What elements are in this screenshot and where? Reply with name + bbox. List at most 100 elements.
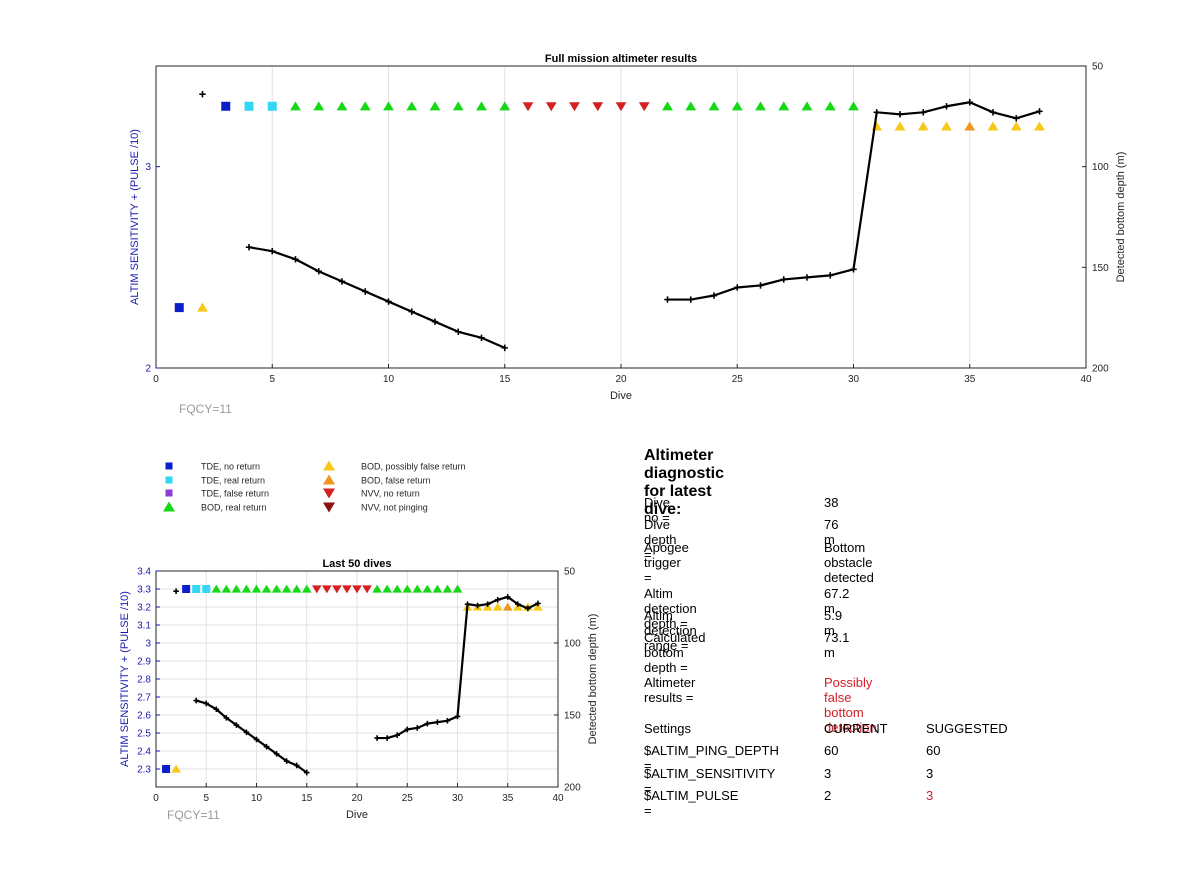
ping-depth-suggested: 60 — [926, 743, 941, 758]
calculated-bottom-depth-value: 73.1 m — [824, 630, 850, 660]
depth-point — [315, 268, 322, 275]
legend-label: BOD, real return — [201, 503, 267, 513]
legend-label: BOD, possibly false return — [361, 462, 466, 472]
depth-point — [454, 713, 461, 720]
right-y-tick-label: 200 — [1092, 364, 1109, 375]
y-tick-label: 2.7 — [137, 693, 151, 704]
right-y-tick-label: 150 — [1092, 263, 1109, 274]
depth-point — [455, 328, 462, 335]
data-marker-bod-possibly-false — [894, 121, 906, 131]
depth-point — [710, 292, 718, 299]
y-tick-label: 2.8 — [137, 675, 151, 686]
data-marker-tde-real-return — [192, 585, 201, 593]
y-tick-label: 2 — [145, 364, 151, 375]
legend-marker-tde-false-return — [165, 489, 173, 497]
chart-title: Last 50 dives — [322, 558, 391, 570]
depth-point — [515, 601, 521, 607]
depth-point — [494, 597, 501, 603]
x-tick-label: 15 — [499, 374, 511, 385]
data-marker-bod-real-return — [392, 584, 402, 593]
right-y-tick-label: 50 — [564, 567, 576, 578]
depth-point — [283, 758, 290, 764]
data-marker-tde-real-return — [267, 101, 277, 111]
data-marker-bod-real-return — [499, 101, 511, 111]
depth-point — [803, 274, 811, 281]
depth-point — [1036, 108, 1043, 115]
data-marker-bod-real-return — [429, 101, 441, 111]
data-marker-nvv-no-return — [342, 585, 352, 594]
right-y-tick-label: 100 — [564, 639, 581, 650]
data-marker-bod-real-return — [848, 101, 859, 111]
legend-marker-bod-real-return — [163, 501, 175, 512]
depth-point — [484, 601, 491, 607]
right-y-tick-label: 100 — [1092, 162, 1109, 173]
depth-line — [195, 699, 308, 774]
depth-point — [243, 729, 250, 736]
dive-depth-value: 76 m — [824, 517, 839, 547]
data-marker-bod-real-return — [231, 584, 242, 593]
data-marker-bod-false — [502, 602, 513, 611]
right-y-axis-label: Detected bottom depth (m) — [587, 614, 599, 745]
y-tick-label: 3 — [145, 639, 151, 650]
depth-point — [501, 344, 508, 352]
y-tick-label: 2.6 — [137, 711, 151, 722]
data-marker-bod-real-return — [824, 101, 836, 111]
depth-point — [989, 109, 997, 116]
data-marker-nvv-no-return — [322, 585, 332, 594]
fqcy-annotation: FQCY=11 — [179, 402, 232, 416]
pulse-suggested: 3 — [926, 788, 934, 803]
legend-marker-bod-possibly-false — [323, 460, 335, 471]
depth-point — [404, 726, 411, 733]
data-marker-bod-real-return — [432, 584, 443, 593]
depth-point — [1013, 115, 1020, 122]
depth-point — [173, 588, 179, 594]
data-marker-bod-real-return — [301, 584, 312, 593]
data-marker-bod-real-return — [241, 584, 252, 593]
depth-point — [757, 282, 764, 289]
x-tick-label: 0 — [153, 793, 159, 804]
x-tick-label: 25 — [402, 793, 414, 804]
legend-label: TDE, real return — [201, 476, 265, 486]
depth-point — [199, 90, 206, 98]
depth-point — [664, 296, 671, 303]
data-marker-bod-real-return — [290, 101, 301, 111]
depth-point — [431, 318, 439, 325]
depth-point — [896, 111, 904, 118]
apogee-trigger-value: Bottom obstacle detected — [824, 540, 874, 585]
right-y-axis-label: Detected bottom depth (m) — [1115, 152, 1127, 283]
x-tick-label: 5 — [269, 374, 275, 385]
data-marker-nvv-no-return — [522, 102, 534, 112]
dive-no-value: 38 — [824, 495, 839, 510]
chart-title: Full mission altimeter results — [545, 53, 697, 65]
y-tick-label: 2.9 — [137, 657, 151, 668]
legend-marker-nvv-not-pinging — [323, 502, 335, 513]
y-tick-label: 3 — [145, 162, 151, 173]
legend-label: TDE, no return — [201, 462, 260, 472]
altim-detection-range-value: 5.9 m — [824, 608, 843, 638]
x-tick-label: 0 — [153, 374, 159, 385]
depth-point — [780, 276, 787, 283]
depth-point — [850, 266, 857, 273]
diagnostic-title: Altimeter diagnostic for latest dive: — [644, 447, 725, 518]
data-marker-bod-real-return — [261, 584, 272, 593]
full-mission-chart: 0 5 10 15 20 25 30 35 40 2 3 50 100 150 200 Full missio… — [129, 53, 1127, 416]
altimeter-results-value: Possibly false bottom detection — [824, 675, 877, 735]
data-marker-bod-real-return — [801, 101, 813, 111]
x-tick-label: 40 — [1080, 374, 1092, 385]
data-marker-bod-real-return — [452, 101, 464, 111]
y-tick-label: 3.1 — [137, 621, 151, 632]
data-marker-bod-real-return — [359, 101, 371, 111]
altimeter-results-label: Altimeter results = — [644, 675, 696, 705]
data-marker-bod-real-return — [778, 101, 790, 111]
depth-point — [273, 751, 280, 757]
pulse-label: $ALTIM_PULSE = — [644, 788, 739, 818]
data-marker-bod-possibly-false — [917, 121, 929, 131]
y-axis-label: ALTIM SENSITIVITY + (PULSE /10) — [129, 129, 141, 305]
depth-point — [444, 717, 451, 724]
altim-detection-depth-value: 67.2 m — [824, 586, 850, 616]
ping-depth-current: 60 — [824, 743, 839, 758]
depth-point — [253, 736, 260, 743]
data-marker-bod-real-return — [221, 584, 232, 593]
data-marker-nvv-no-return — [615, 102, 627, 112]
